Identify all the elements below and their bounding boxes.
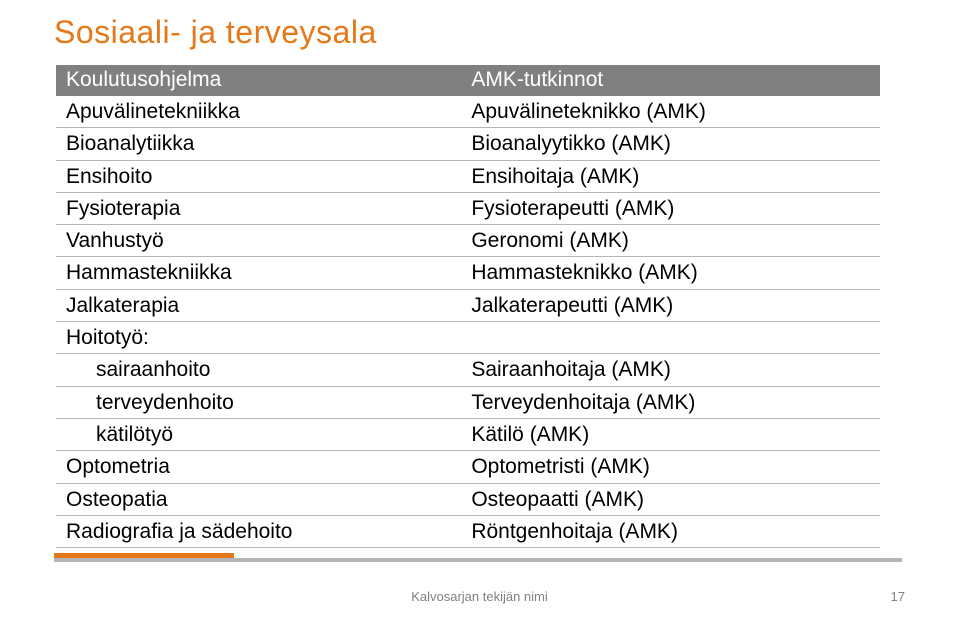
cell-program: kätilötyö: [56, 418, 461, 450]
cell-degree: Hammasteknikko (AMK): [461, 257, 880, 289]
table-row: BioanalytiikkaBioanalyytikko (AMK): [56, 128, 880, 160]
table-row: terveydenhoitoTerveydenhoitaja (AMK): [56, 386, 880, 418]
col-header-degree: AMK-tutkinnot: [461, 65, 880, 96]
table-row: Hoitotyö:: [56, 322, 880, 354]
cell-program: sairaanhoito: [56, 354, 461, 386]
cell-program: Vanhustyö: [56, 225, 461, 257]
cell-degree: Optometristi (AMK): [461, 451, 880, 483]
cell-degree: Sairaanhoitaja (AMK): [461, 354, 880, 386]
cell-program: Apuvälinetekniikka: [56, 96, 461, 128]
table-row: ApuvälinetekniikkaApuvälineteknikko (AMK…: [56, 96, 880, 128]
table-row: OptometriaOptometristi (AMK): [56, 451, 880, 483]
cell-program: Hoitotyö:: [56, 322, 461, 354]
table-row: VanhustyöGeronomi (AMK): [56, 225, 880, 257]
cell-degree: Fysioterapeutti (AMK): [461, 192, 880, 224]
footer-page-number: 17: [891, 589, 905, 604]
cell-program: Bioanalytiikka: [56, 128, 461, 160]
cell-degree: Röntgenhoitaja (AMK): [461, 515, 880, 547]
cell-degree: Apuvälineteknikko (AMK): [461, 96, 880, 128]
cell-program: Jalkaterapia: [56, 289, 461, 321]
cell-program: Ensihoito: [56, 160, 461, 192]
footer-author: Kalvosarjan tekijän nimi: [0, 589, 959, 604]
footer-divider-gray: [54, 558, 902, 562]
table-row: FysioterapiaFysioterapeutti (AMK): [56, 192, 880, 224]
curriculum-table: Koulutusohjelma AMK-tutkinnot Apuvälinet…: [56, 65, 880, 548]
table-row: OsteopatiaOsteopaatti (AMK): [56, 483, 880, 515]
table-row: EnsihoitoEnsihoitaja (AMK): [56, 160, 880, 192]
table-row: Radiografia ja sädehoitoRöntgenhoitaja (…: [56, 515, 880, 547]
table-row: kätilötyöKätilö (AMK): [56, 418, 880, 450]
col-header-program: Koulutusohjelma: [56, 65, 461, 96]
cell-program: terveydenhoito: [56, 386, 461, 418]
footer-divider-orange: [54, 553, 234, 558]
cell-degree: Bioanalyytikko (AMK): [461, 128, 880, 160]
cell-program: Hammastekniikka: [56, 257, 461, 289]
cell-degree: Jalkaterapeutti (AMK): [461, 289, 880, 321]
cell-degree: Osteopaatti (AMK): [461, 483, 880, 515]
cell-degree: Kätilö (AMK): [461, 418, 880, 450]
page-title: Sosiaali- ja terveysala: [0, 0, 959, 51]
cell-degree: Terveydenhoitaja (AMK): [461, 386, 880, 418]
table-row: JalkaterapiaJalkaterapeutti (AMK): [56, 289, 880, 321]
cell-program: Optometria: [56, 451, 461, 483]
cell-degree: Geronomi (AMK): [461, 225, 880, 257]
table-header-row: Koulutusohjelma AMK-tutkinnot: [56, 65, 880, 96]
cell-degree: Ensihoitaja (AMK): [461, 160, 880, 192]
cell-degree: [461, 322, 880, 354]
table-row: HammastekniikkaHammasteknikko (AMK): [56, 257, 880, 289]
table-row: sairaanhoitoSairaanhoitaja (AMK): [56, 354, 880, 386]
cell-program: Osteopatia: [56, 483, 461, 515]
cell-program: Fysioterapia: [56, 192, 461, 224]
cell-program: Radiografia ja sädehoito: [56, 515, 461, 547]
